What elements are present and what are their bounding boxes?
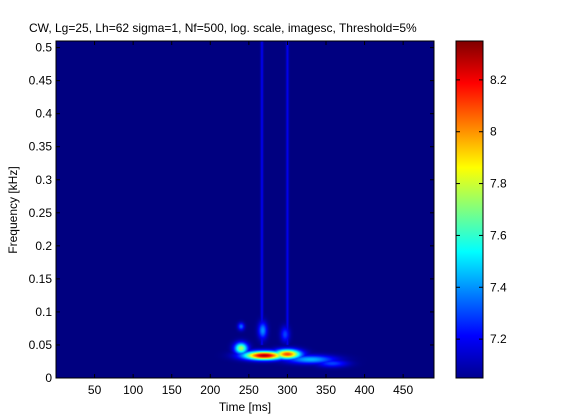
y-tick-label: 0.5 [35, 41, 52, 55]
x-tick-label: 450 [393, 383, 413, 397]
colorbar-tick-label: 8.2 [490, 73, 507, 87]
x-tick-label: 300 [277, 383, 297, 397]
colorbar-tick-label: 8 [490, 125, 497, 139]
y-tick-label: 0.3 [35, 173, 52, 187]
x-tick-label: 100 [123, 383, 143, 397]
y-tick-label: 0.2 [35, 239, 52, 253]
y-tick-label: 0.15 [29, 272, 53, 286]
y-tick-label: 0.05 [29, 338, 53, 352]
colorbar-tick-label: 7.2 [490, 332, 507, 346]
y-tick-label: 0.25 [29, 206, 53, 220]
colorbar-tick-label: 7.8 [490, 177, 507, 191]
x-tick-label: 250 [239, 383, 259, 397]
colorbar-tick-label: 7.6 [490, 228, 507, 242]
x-axis-label: Time [ms] [219, 400, 271, 414]
chart-title: CW, Lg=25, Lh=62 sigma=1, Nf=500, log. s… [29, 21, 417, 35]
y-tick-label: 0.1 [35, 305, 52, 319]
y-tick-label: 0.4 [35, 107, 52, 121]
x-tick-label: 400 [355, 383, 375, 397]
x-tick-label: 50 [88, 383, 102, 397]
x-tick-label: 150 [162, 383, 182, 397]
y-tick-label: 0 [45, 371, 52, 385]
x-tick-label: 200 [200, 383, 220, 397]
y-axis-label: Frequency [kHz] [6, 166, 20, 253]
colorbar-tick-label: 7.4 [490, 280, 507, 294]
y-tick-label: 0.45 [29, 74, 53, 88]
colorbar-gradient [456, 41, 483, 378]
x-tick-label: 350 [316, 383, 336, 397]
plot-area: 50 100 150 200 250 300 350 400 450 0 0.05 0.1 0.15 0… [29, 41, 434, 397]
y-tick-label: 0.35 [29, 140, 53, 154]
colorbar: 7.2 7.4 7.6 7.8 8 8.2 [456, 41, 507, 378]
heatmap-image [56, 41, 434, 378]
